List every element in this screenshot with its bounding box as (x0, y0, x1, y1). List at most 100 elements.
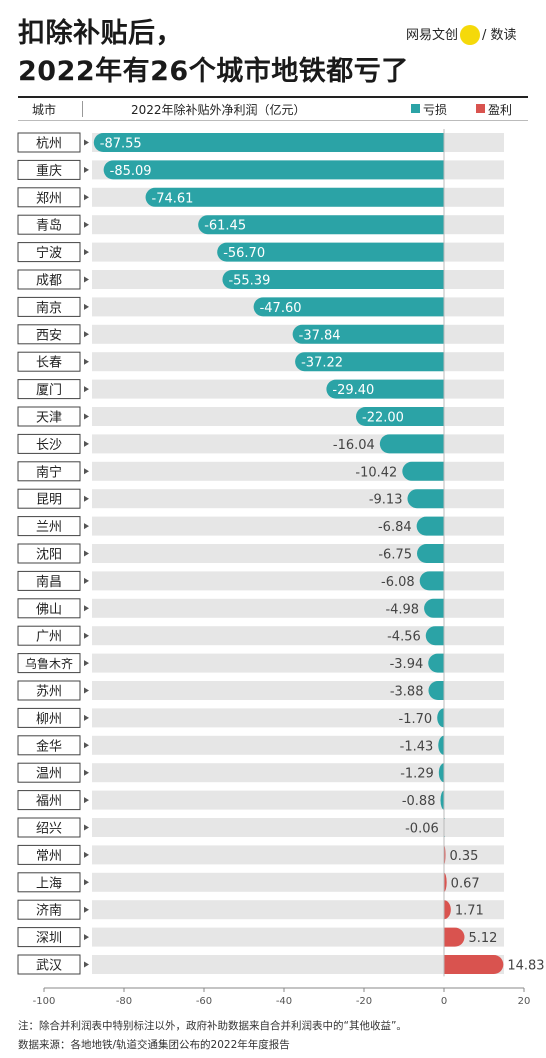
chart-title-line-2: 2022年有26个城市地铁都亏了 (18, 56, 409, 87)
value-label: -47.60 (260, 301, 302, 316)
bar-loss (103, 160, 444, 180)
bar-track (92, 708, 504, 728)
x-tick-label: -20 (356, 996, 372, 1007)
city-label-box (17, 324, 81, 345)
column-header-city: 城市 (32, 103, 57, 117)
city-label-box (17, 735, 81, 756)
value-label: -4.56 (387, 630, 421, 645)
city-label: 杭州 (36, 137, 62, 152)
bar-track (92, 461, 504, 481)
value-label: 14.83 (507, 959, 544, 974)
row-pointer-icon (84, 468, 89, 475)
city-label-box (17, 762, 81, 783)
value-label: -85.09 (110, 164, 152, 179)
value-label: -22.00 (362, 411, 404, 426)
value-label: -1.29 (400, 767, 434, 782)
city-label-box (17, 680, 81, 701)
city-label: 深圳 (36, 931, 62, 946)
city-label-box (17, 570, 81, 591)
row-pointer-icon (84, 879, 89, 886)
column-header-metric: 2022年除补贴外净利润（亿元） (131, 103, 306, 117)
value-label: 1.71 (455, 904, 484, 919)
header-bottom-rule (18, 120, 528, 121)
bar-track (92, 818, 504, 837)
bar-loss (326, 379, 444, 399)
bar-profit (444, 955, 504, 974)
bar-track (92, 598, 504, 618)
city-label: 常州 (36, 849, 62, 864)
bar-loss (438, 735, 444, 755)
row-pointer-icon (84, 660, 89, 667)
city-label-box (17, 598, 81, 619)
city-label-box (17, 653, 81, 674)
data-source: 数据来源：各地地铁/轨道交通集团公布的2022年年度报告 (18, 1039, 290, 1051)
row-pointer-icon (84, 797, 89, 804)
legend-profit-swatch (476, 104, 485, 113)
city-label: 柳州 (36, 712, 62, 727)
city-label-box (17, 379, 81, 400)
value-label: -37.22 (301, 356, 343, 371)
brand-name: 网易文创 (406, 28, 459, 43)
city-label: 沈阳 (36, 548, 62, 563)
row-pointer-icon (84, 276, 89, 283)
bar-loss (417, 544, 444, 563)
x-tick-label: -60 (196, 996, 212, 1007)
value-label: -37.84 (299, 328, 341, 343)
city-label-box (17, 242, 81, 263)
city-label: 绍兴 (36, 822, 62, 837)
city-label: 佛山 (36, 602, 62, 617)
row-pointer-icon (84, 495, 89, 502)
bar-track (92, 927, 504, 947)
city-label-box (17, 844, 81, 865)
bar-loss (356, 407, 444, 426)
row-pointer-icon (84, 714, 89, 721)
brand-sub: / 数读 (482, 28, 517, 43)
x-tick-label: 0 (441, 996, 447, 1007)
city-label: 南宁 (36, 464, 62, 480)
value-label: -6.75 (378, 548, 412, 563)
city-label: 南京 (36, 300, 62, 316)
bar-track (92, 571, 504, 591)
city-label: 广州 (36, 630, 62, 645)
city-label: 成都 (36, 274, 62, 289)
bar-loss (402, 461, 444, 481)
x-tick-label: -80 (116, 996, 132, 1007)
city-label-box (17, 187, 81, 208)
row-pointer-icon (84, 605, 89, 612)
bar-profit (444, 872, 447, 892)
header-rule (18, 96, 528, 98)
city-label: 长春 (36, 356, 62, 371)
row-pointer-icon (84, 961, 89, 968)
row-pointer-icon (84, 194, 89, 201)
city-label-box (17, 872, 81, 893)
bar-track (92, 900, 504, 920)
bar-loss (428, 681, 444, 700)
city-label: 济南 (36, 903, 62, 919)
bar-track (92, 681, 504, 700)
city-label-box (17, 817, 81, 838)
city-label-box (17, 351, 81, 372)
city-label-box (17, 954, 81, 975)
city-label-box (17, 543, 81, 564)
city-label-box (17, 214, 81, 235)
value-label: -10.42 (355, 465, 397, 480)
x-tick-label: 20 (518, 996, 531, 1007)
city-label: 上海 (36, 876, 62, 891)
value-label: -29.40 (332, 383, 374, 398)
city-label-box (17, 406, 81, 427)
city-label: 福州 (36, 794, 62, 809)
value-label: 0.67 (451, 876, 480, 891)
bar-loss (295, 352, 444, 372)
bar-profit (444, 927, 465, 947)
row-pointer-icon (84, 523, 89, 530)
bar-loss (438, 763, 444, 783)
bar-track (92, 626, 504, 646)
bar-loss (222, 270, 444, 289)
row-pointer-icon (84, 824, 89, 831)
bar-loss (145, 187, 444, 207)
bar-loss (424, 598, 444, 618)
value-label: -4.98 (385, 602, 419, 617)
bar-track (92, 735, 504, 755)
bar-loss (292, 324, 444, 344)
